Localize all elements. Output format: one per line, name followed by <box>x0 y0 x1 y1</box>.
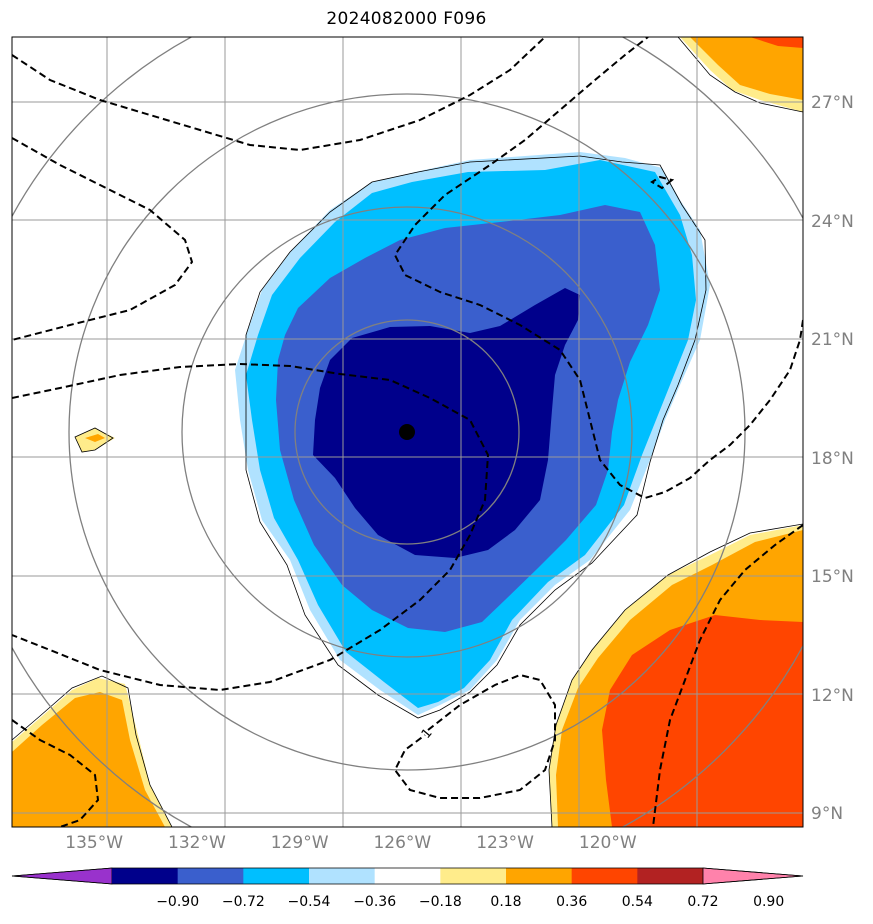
lon-tick-label: 120°W <box>578 833 637 853</box>
positive-region-bottomright-red <box>602 615 803 827</box>
colorbar-tick-label: 0.18 <box>490 894 522 910</box>
colorbar-segment <box>309 868 376 884</box>
colorbar-tick-label: −0.90 <box>156 894 200 910</box>
colorbar-tick-label: 0.36 <box>556 894 588 910</box>
storm-center-marker <box>399 424 415 440</box>
colorbar-tick-label: 0.72 <box>687 894 719 910</box>
lon-tick-label: 132°W <box>168 833 226 853</box>
lon-tick-label: 123°W <box>476 833 534 853</box>
colorbar-segment <box>112 868 179 884</box>
lat-tick-label: 18°N <box>811 448 854 469</box>
colorbar-tick-label: −0.36 <box>353 894 397 910</box>
dashed-contours <box>12 37 803 827</box>
lat-tick-label: 12°N <box>811 685 854 706</box>
lon-tick-label: 129°W <box>270 833 329 853</box>
colorbar <box>11 867 804 885</box>
colorbar-tick-label: −0.18 <box>418 894 462 910</box>
positive-region-topright-orange <box>690 37 803 100</box>
colorbar-segment <box>177 868 244 884</box>
colorbar-segment <box>440 868 507 884</box>
lat-tick-label: 15°N <box>811 567 854 588</box>
lon-tick-label: 135°W <box>65 833 124 853</box>
map-plot: 1 <box>11 36 804 828</box>
colorbar-tick-label: 0.54 <box>621 894 653 910</box>
colorbar-segment <box>571 868 638 884</box>
negative-region-navy <box>313 288 580 558</box>
colorbar-segment <box>506 868 573 884</box>
lat-tick-label: 27°N <box>811 93 854 114</box>
lat-tick-label: 9°N <box>811 804 844 825</box>
colorbar-extend-high <box>702 867 804 885</box>
colorbar-tick-label: −0.72 <box>221 894 265 910</box>
lat-tick-label: 24°N <box>811 211 854 232</box>
chart-title: 2024082000 F096 <box>326 9 487 29</box>
lon-tick-label: 126°W <box>373 833 432 853</box>
positive-region-topright-red <box>750 37 803 48</box>
positive-region-bottomleft-orange <box>12 692 165 827</box>
colorbar-segment <box>374 868 441 884</box>
colorbar-tick-label: 0.90 <box>753 894 785 910</box>
colorbar-extend-low <box>11 867 113 885</box>
positive-region-small-blob-core <box>85 434 105 442</box>
range-rings <box>12 37 803 827</box>
colorbar-tick-label: −0.54 <box>287 894 331 910</box>
lat-tick-label: 21°N <box>811 330 854 351</box>
colorbar-segment <box>243 868 310 884</box>
colorbar-segment <box>637 868 704 884</box>
